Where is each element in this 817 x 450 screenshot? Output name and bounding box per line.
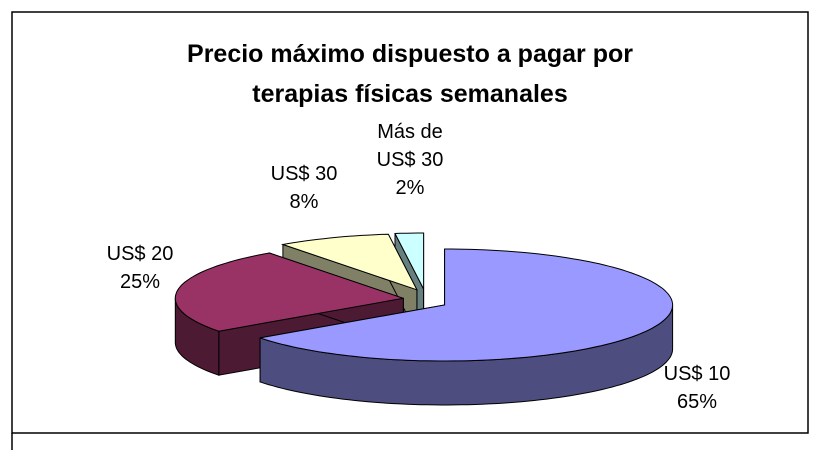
data-label: US$ 30 8%	[259, 160, 349, 216]
category-label: US$ 30	[270, 163, 338, 185]
category-label: US$ 10	[663, 363, 731, 385]
slice-top	[394, 232, 425, 290]
pie-slice	[259, 248, 674, 406]
slice-top	[259, 248, 674, 362]
chart-title: Precio máximo dispuesto a pagar por tera…	[187, 40, 633, 108]
value-label: 8%	[289, 191, 319, 213]
slice-top	[280, 233, 418, 291]
data-label: US$ 20 25%	[95, 240, 185, 296]
value-label: 25%	[119, 271, 161, 293]
slice-top	[174, 252, 404, 332]
data-label: US$ 10 65%	[652, 360, 742, 416]
data-label: Más de US$ 30 2%	[355, 118, 465, 202]
category-label: US$ 20	[106, 243, 174, 265]
value-label: 65%	[676, 391, 718, 413]
value-label: 2%	[395, 177, 425, 199]
category-label: Más de US$ 30	[376, 121, 444, 171]
chart-frame	[11, 11, 809, 434]
